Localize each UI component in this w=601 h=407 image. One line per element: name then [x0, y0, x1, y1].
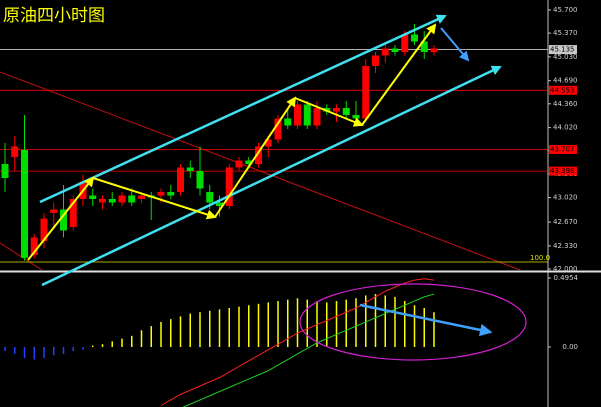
level-label-box	[549, 85, 577, 95]
y-tick-label: 42.000	[553, 265, 578, 273]
candle-body	[294, 104, 301, 126]
candle-body	[167, 192, 175, 196]
wave-arrow	[214, 96, 297, 218]
candle-body	[69, 199, 77, 227]
y-tick-label: 42.330	[553, 242, 578, 250]
wave-arrow	[92, 177, 217, 220]
candle-body	[372, 55, 379, 66]
candle-body	[274, 118, 282, 140]
wave-arrow	[27, 176, 95, 261]
candle-body	[89, 195, 97, 199]
candle-body	[157, 192, 165, 196]
y-tick-label: 42.670	[553, 218, 578, 226]
candle-body	[216, 202, 223, 206]
level-label-box	[549, 145, 577, 155]
level-label: 45.135	[550, 46, 575, 54]
price-pane	[0, 24, 548, 270]
wave-arrow	[294, 97, 364, 127]
y-tick-label: 43.020	[553, 194, 578, 202]
candle-body	[342, 108, 350, 115]
candle-body	[196, 171, 204, 189]
y2-tick-label: 0.00	[562, 343, 578, 351]
y2-tick-label: 0.4954	[554, 274, 579, 282]
highlight-ellipse	[299, 283, 527, 361]
candle-body	[1, 164, 9, 178]
annotations: 原油四小时图	[3, 6, 527, 361]
candle-body	[420, 41, 428, 52]
candle-body	[303, 104, 311, 126]
level-label-box	[549, 45, 577, 55]
channel-lower	[41, 65, 502, 287]
candle-body	[225, 167, 233, 206]
y-tick-label: 44.360	[553, 100, 578, 108]
candle-body	[333, 108, 340, 112]
level-label: 44.553	[550, 86, 575, 94]
forecast-arrow	[440, 27, 470, 62]
candle-body	[284, 118, 292, 126]
level-label: 43.398	[550, 167, 575, 175]
y-tick-label: 44.020	[553, 124, 578, 132]
candle-body	[128, 195, 136, 203]
y-tick-label: 45.030	[553, 53, 578, 61]
candle-body	[401, 34, 409, 52]
level-label-box	[549, 166, 577, 176]
candle-body	[108, 199, 116, 203]
divergence-arrow	[359, 303, 493, 337]
y-tick-label: 45.700	[553, 6, 578, 14]
candle-body	[206, 192, 214, 203]
candle-body	[430, 48, 438, 52]
candle-body	[60, 209, 67, 231]
channel-upper	[39, 14, 447, 204]
wave-arrow	[361, 23, 437, 126]
candle-body	[391, 48, 399, 52]
candle-body	[381, 48, 389, 56]
candle-body	[411, 34, 418, 42]
y-tick-label: 45.370	[553, 29, 578, 37]
candle-body	[118, 195, 126, 203]
level-label: 43.707	[550, 146, 575, 154]
candle-body	[313, 108, 321, 126]
candle-body	[99, 199, 106, 203]
candle-body	[186, 167, 194, 171]
candle-body	[235, 160, 243, 168]
candle-body	[264, 139, 272, 147]
candle-body	[30, 237, 38, 255]
candle-body	[255, 146, 262, 164]
candle-body	[11, 146, 19, 157]
candle-body	[245, 160, 253, 164]
chart-title: 原油四小时图	[3, 6, 105, 26]
indicator-line	[160, 278, 435, 406]
y-tick-label: 44.690	[553, 77, 578, 85]
candle-body	[40, 218, 48, 241]
candle-body	[362, 66, 370, 119]
candle-body	[177, 167, 184, 192]
fib-label: 100.0	[530, 254, 550, 262]
candle-body	[50, 209, 58, 213]
candle-body	[21, 150, 28, 258]
candle-body	[138, 195, 145, 199]
candle-body	[352, 115, 360, 119]
